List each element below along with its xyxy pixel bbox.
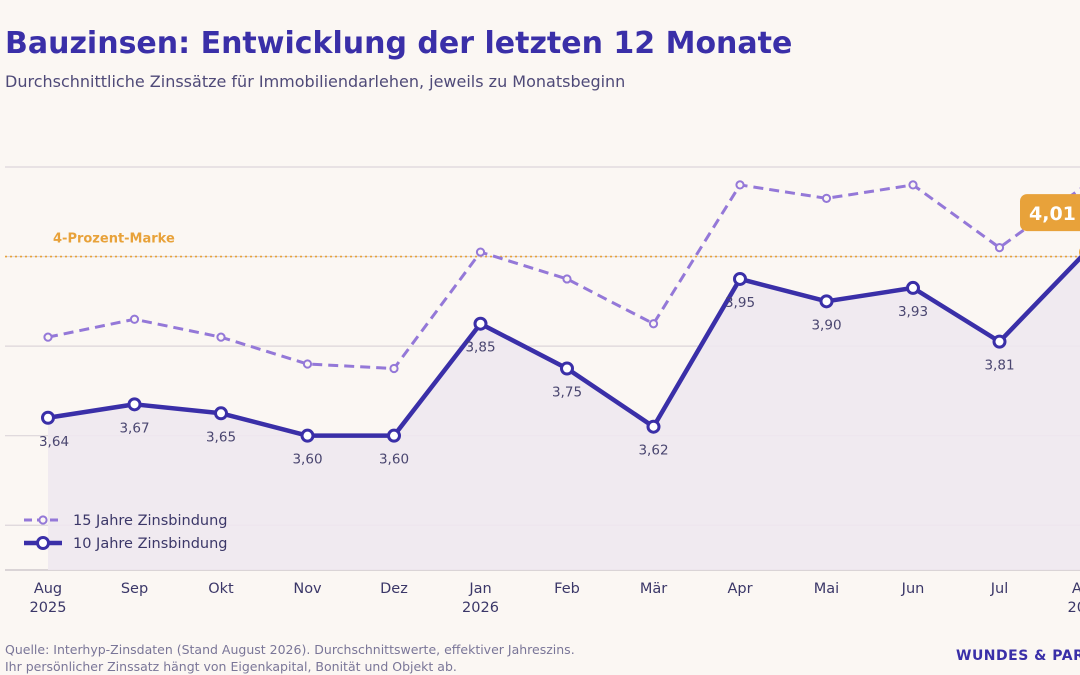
data-label-10-jahre: 3,65 xyxy=(206,429,236,445)
x-tick-label: Jun xyxy=(901,581,925,597)
legend-label-15-jahre: 15 Jahre Zinsbindung xyxy=(73,513,228,529)
source-note: Quelle: Interhyp-Zinsdaten (Stand August… xyxy=(5,641,575,675)
point-10-jahre xyxy=(906,280,920,295)
point-10-jahre xyxy=(992,334,1007,349)
x-tick-label: Jul xyxy=(990,581,1009,597)
point-10-jahre xyxy=(387,428,401,443)
point-15-jahre xyxy=(43,332,53,342)
x-tick-label: Sep xyxy=(121,581,148,597)
point-10-jahre xyxy=(646,419,661,434)
point-15-jahre xyxy=(475,247,486,257)
data-label-10-jahre: 3,75 xyxy=(552,385,582,401)
data-label-10-jahre: 3,95 xyxy=(725,295,755,311)
legend: 15 Jahre Zinsbindung 10 Jahre Zinsbindung xyxy=(24,513,228,552)
data-label-10-jahre: 3,62 xyxy=(638,443,668,459)
area-fill-10-jahre xyxy=(48,258,1080,570)
point-10-jahre xyxy=(560,361,574,376)
x-tick-label: Dez xyxy=(380,581,408,597)
legend-marker-10-jahre xyxy=(36,536,50,550)
x-tick-label: Mär xyxy=(640,581,667,597)
legend-label-10-jahre: 10 Jahre Zinsbindung xyxy=(73,536,228,552)
point-15-jahre xyxy=(389,363,399,374)
point-10-jahre xyxy=(41,410,55,425)
point-15-jahre xyxy=(129,314,140,324)
point-10-jahre xyxy=(214,406,228,421)
legend-marker-15-jahre xyxy=(38,515,48,525)
source-line-2: Ihr persönlicher Zinssatz hängt von Eige… xyxy=(5,659,457,674)
point-15-jahre xyxy=(216,332,226,342)
x-tick-label: Aug2026 xyxy=(1068,581,1080,616)
data-label-10-jahre: 3,85 xyxy=(465,340,495,356)
series-points-15-jahre xyxy=(43,180,1005,374)
x-tick-label: Jan 2026 xyxy=(462,581,499,616)
point-10-jahre xyxy=(473,316,488,331)
point-10-jahre xyxy=(733,271,747,286)
data-label-10-jahre: 3,81 xyxy=(984,358,1014,374)
highlight-callout: 4,01 xyxy=(1020,194,1080,232)
source-line-1: Quelle: Interhyp-Zinsdaten (Stand August… xyxy=(5,642,575,657)
point-15-jahre xyxy=(908,180,918,190)
chart-subtitle: Durchschnittliche Zinssätze für Immobili… xyxy=(5,72,626,91)
point-15-jahre xyxy=(821,193,832,203)
chart-title: Bauzinsen: Entwicklung der letzten 12 Mo… xyxy=(5,26,793,61)
highlight-label: 4,01 xyxy=(1029,203,1076,225)
reference-line: 4-Prozent-Marke xyxy=(5,232,1080,258)
x-tick-label: Feb xyxy=(554,581,580,597)
point-10-jahre xyxy=(300,428,315,443)
data-label-10-jahre: 3,60 xyxy=(292,452,322,468)
point-15-jahre xyxy=(648,319,659,329)
point-15-jahre xyxy=(735,180,745,190)
x-tick-label: Apr xyxy=(727,581,752,597)
data-label-10-jahre: 3,60 xyxy=(379,452,409,468)
highlight-badge xyxy=(1020,194,1080,232)
data-label-10-jahre: 3,64 xyxy=(39,434,69,450)
x-axis-ticks: Aug 2025 Sep Okt Nov Dez Jan 2026 Feb Mär Apr Mai Ju… xyxy=(30,581,1080,616)
x-tick-label: Mai xyxy=(814,581,839,597)
point-10-jahre xyxy=(127,397,142,412)
data-label-10-jahre: 3,67 xyxy=(119,420,149,436)
reference-line-label: 4-Prozent-Marke xyxy=(53,232,175,247)
data-label-10-jahre: 3,93 xyxy=(898,304,928,320)
x-tick-label: Okt xyxy=(208,581,234,597)
point-15-jahre xyxy=(302,359,313,369)
point-10-jahre xyxy=(819,294,834,309)
x-tick-label: Aug 2025 xyxy=(30,581,67,616)
point-15-jahre xyxy=(994,243,1005,253)
brand-logo-text: WUNDES & PARTNER xyxy=(956,648,1080,664)
series-points-10-jahre xyxy=(41,248,1080,443)
data-labels-10-jahre: 3,64 3,67 3,65 3,60 3,60 3,85 3,75 3,62 3,95 3,90… xyxy=(39,295,1015,468)
data-label-10-jahre: 3,90 xyxy=(811,317,841,333)
point-15-jahre xyxy=(562,274,572,284)
x-tick-label: Nov xyxy=(293,581,322,597)
